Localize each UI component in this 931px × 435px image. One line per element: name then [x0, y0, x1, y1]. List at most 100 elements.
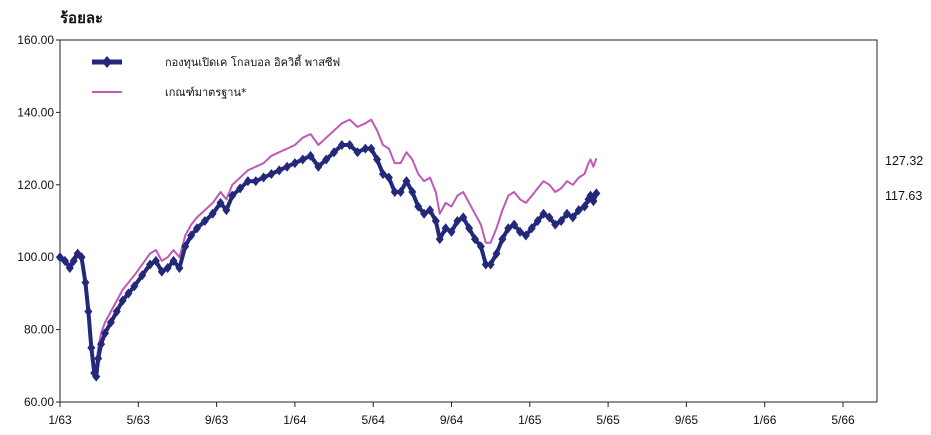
y-axis-label: ร้อยละ — [60, 9, 103, 27]
fund-point-marker — [435, 234, 444, 245]
x-tick-label: 5/63 — [127, 413, 151, 427]
fund-point-marker — [539, 208, 548, 219]
fund-point-marker — [208, 208, 217, 219]
fund-point-marker — [431, 216, 440, 226]
fund-point-marker — [138, 270, 147, 281]
fund-point-marker — [459, 212, 468, 223]
fund-point-marker — [322, 154, 331, 165]
fund-point-marker — [402, 176, 411, 187]
fund-point-marker — [390, 187, 399, 198]
fund-point-marker — [533, 216, 542, 226]
fund-point-marker — [60, 255, 69, 266]
fund-point-marker — [551, 219, 560, 230]
fund-point-marker — [345, 139, 354, 150]
fund-point-marker — [481, 259, 490, 270]
x-tick-label: 1/63 — [48, 413, 72, 427]
fund-point-marker — [521, 230, 530, 241]
fund-point-marker — [492, 248, 501, 259]
fund-point-marker — [510, 219, 519, 230]
fund-point-marker — [420, 208, 429, 219]
fund-point-marker — [486, 259, 495, 270]
fund-point-marker — [373, 154, 382, 165]
fund-point-marker — [290, 158, 299, 169]
legend-marker-fund — [102, 56, 112, 68]
fund-point-marker — [181, 241, 190, 252]
x-tick-label: 1/66 — [753, 413, 777, 427]
fund-point-marker — [574, 205, 583, 216]
fund-point-marker — [476, 241, 485, 252]
series-line-benchmark — [59, 118, 598, 367]
fund-point-marker — [330, 147, 339, 158]
fund-point-marker — [592, 188, 601, 199]
fund-point-marker — [106, 317, 115, 328]
legend: กองทุนเปิดเค โกลบอล อิควิตี้ พาสซีฟ เกณฑ… — [92, 54, 340, 99]
fund-point-marker — [69, 255, 78, 266]
fund-point-marker — [580, 201, 589, 212]
fund-point-marker — [251, 176, 260, 187]
x-tick-label: 5/66 — [831, 413, 855, 427]
series-layer — [56, 118, 601, 382]
fund-point-marker — [378, 168, 387, 179]
plot-area — [59, 39, 878, 403]
fund-point-marker — [92, 371, 101, 382]
fund-point-marker — [81, 277, 90, 288]
fund-point-marker — [441, 223, 450, 234]
fund-point-marker — [118, 295, 127, 306]
fund-point-marker — [94, 353, 103, 364]
fund-point-marker — [87, 342, 96, 353]
fund-point-marker — [259, 172, 268, 183]
fund-point-marker — [408, 187, 417, 198]
y-axis: 160.00 140.00 120.00 100.00 80.00 60.00 — [17, 33, 60, 409]
fund-point-marker — [337, 139, 346, 150]
x-tick-label: 1/65 — [518, 413, 542, 427]
fund-point-marker — [298, 154, 307, 165]
fund-point-marker — [306, 150, 315, 161]
fund-point-marker — [414, 201, 423, 212]
fund-point-marker — [175, 263, 184, 274]
fund-point-marker — [65, 263, 74, 274]
fund-point-marker — [77, 252, 86, 263]
fund-point-marker — [243, 176, 252, 187]
series-line-fund — [58, 143, 599, 379]
fund-point-marker — [396, 187, 405, 198]
fund-point-marker — [453, 216, 462, 226]
y-tick-label: 140.00 — [17, 105, 54, 119]
fund-point-marker — [465, 223, 474, 234]
fund-point-marker — [222, 205, 231, 216]
fund-point-marker — [527, 223, 536, 234]
fund-point-marker — [568, 212, 577, 223]
fund-point-marker — [84, 306, 93, 317]
end-label-benchmark: 127.32 — [885, 154, 923, 168]
fund-point-marker — [101, 328, 110, 339]
x-tick-label: 5/64 — [362, 413, 386, 427]
fund-point-marker — [283, 161, 292, 172]
legend-label-fund: กองทุนเปิดเค โกลบอล อิควิตี้ พาสซีฟ — [165, 54, 340, 69]
x-axis: 1/63 5/63 9/63 1/64 5/64 9/64 1/65 5/65 9/65 1/66… — [48, 402, 855, 427]
y-tick-label: 80.00 — [24, 323, 54, 337]
fund-point-marker — [216, 197, 225, 208]
fund-point-marker — [267, 168, 276, 179]
fund-point-marker — [130, 281, 139, 292]
fund-point-marker — [367, 143, 376, 154]
fund-point-marker — [545, 212, 554, 223]
fund-point-marker — [112, 306, 121, 317]
y-tick-label: 120.00 — [17, 178, 54, 192]
fund-point-marker — [353, 147, 362, 158]
fund-point-marker — [200, 216, 209, 226]
fund-point-marker — [361, 143, 370, 154]
legend-label-benchmark: เกณฑ์มาตรฐาน* — [165, 86, 247, 99]
x-tick-label: 1/64 — [283, 413, 307, 427]
x-tick-label: 9/64 — [440, 413, 464, 427]
fund-point-marker — [228, 190, 237, 201]
end-label-fund: 117.63 — [885, 189, 922, 203]
fund-point-marker — [557, 216, 566, 226]
y-tick-label: 160.00 — [17, 33, 54, 47]
fund-point-marker — [498, 234, 507, 245]
y-tick-label: 100.00 — [17, 250, 54, 264]
fund-point-marker — [504, 223, 513, 234]
fund-point-marker — [425, 205, 434, 216]
fund-point-marker — [157, 266, 166, 277]
fund-point-marker — [163, 263, 172, 274]
fund-point-marker — [314, 161, 323, 172]
